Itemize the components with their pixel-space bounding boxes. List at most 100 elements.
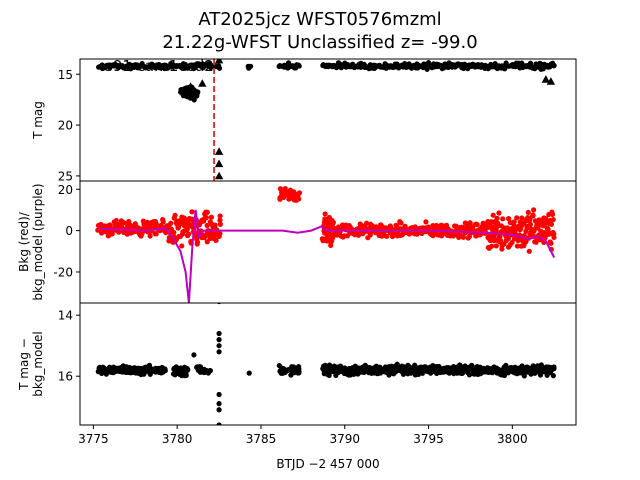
data-point: [168, 220, 174, 226]
data-point: [208, 214, 214, 220]
y-tick-label: 15: [58, 68, 73, 82]
data-point: [398, 220, 404, 226]
data-point: [216, 343, 222, 349]
data-point: [195, 89, 201, 95]
data-point: [217, 231, 223, 237]
x-tick-label: 3775: [78, 432, 109, 446]
bkg-model-line: [98, 209, 556, 303]
data-point: [483, 223, 490, 229]
data-point: [216, 330, 222, 337]
chart-title-line2: 21.22g-WFST Unclassified z= -99.0: [162, 32, 478, 53]
data-point: [526, 248, 532, 254]
data-point: [213, 237, 219, 244]
data-point: [291, 189, 297, 195]
data-point: [514, 243, 520, 249]
y-axis-label: bkg_model: [31, 331, 45, 397]
upper-limit-marker: [546, 77, 556, 85]
upper-limit-marker: [214, 147, 224, 155]
data-point: [531, 207, 537, 213]
data-point: [500, 216, 506, 222]
data-point: [530, 213, 536, 219]
data-point: [109, 231, 115, 237]
data-point: [543, 218, 549, 224]
data-point: [548, 221, 555, 227]
data-point: [207, 235, 213, 242]
data-point: [551, 62, 557, 69]
data-point: [504, 225, 510, 231]
data-point: [191, 97, 197, 103]
upper-limit-marker: [541, 75, 551, 83]
data-point: [491, 234, 497, 240]
data-point: [516, 236, 522, 242]
data-point: [217, 217, 223, 223]
data-point: [460, 234, 466, 240]
x-tick-label: 3795: [413, 432, 444, 446]
y-tick-label: 14: [58, 309, 73, 323]
y-tick-label: 25: [58, 169, 73, 183]
data-point: [367, 232, 373, 238]
data-point: [217, 221, 223, 227]
data-point: [194, 239, 201, 245]
data-point: [490, 212, 496, 218]
data-point: [512, 227, 519, 233]
data-point: [489, 243, 495, 249]
y-axis-label: T mag −: [17, 338, 31, 391]
upper-limit-marker: [186, 82, 195, 90]
data-point: [406, 231, 412, 237]
data-point: [496, 210, 502, 216]
y-tick-label: 16: [58, 370, 73, 384]
data-point: [525, 209, 531, 216]
data-point: [217, 213, 223, 219]
data-point: [506, 216, 512, 222]
data-point: [469, 362, 475, 368]
data-point: [296, 190, 303, 196]
chart-title-line1: AT2025jcz WFST0576mzml: [198, 9, 442, 30]
panel-frame: [79, 58, 577, 182]
data-point: [185, 231, 192, 237]
data-point: [467, 220, 473, 226]
data-point: [509, 239, 515, 246]
data-point: [524, 225, 530, 231]
data-point: [216, 349, 222, 355]
data-point: [384, 233, 390, 239]
y-tick-label: 20: [58, 119, 73, 133]
y-tick-label: 0: [65, 224, 73, 238]
data-point: [364, 220, 370, 226]
data-point: [493, 243, 499, 249]
x-tick-label: 3800: [497, 432, 528, 446]
upper-limit-marker: [214, 59, 224, 64]
data-point: [162, 368, 168, 374]
data-point: [369, 223, 375, 229]
upper-limit-marker: [214, 171, 224, 180]
data-point: [207, 368, 213, 374]
upper-limit-marker: [198, 79, 207, 87]
data-point: [494, 223, 500, 229]
data-point: [519, 215, 525, 221]
data-point: [216, 65, 223, 71]
data-point: [550, 216, 556, 223]
data-point: [548, 240, 554, 246]
upper-limit-marker: [214, 159, 224, 168]
data-point: [147, 233, 153, 239]
data-point: [466, 233, 473, 240]
y-axis-label: Bkg (red)/: [17, 211, 31, 272]
data-point: [551, 364, 557, 371]
data-point: [204, 222, 210, 229]
data-point: [191, 352, 197, 358]
data-point: [527, 221, 534, 228]
data-point: [171, 229, 177, 236]
data-point: [412, 224, 418, 230]
data-point: [296, 196, 302, 202]
data-point: [247, 63, 254, 69]
y-axis-label: bkg_model (purple): [31, 183, 45, 300]
data-point: [216, 391, 222, 398]
data-point: [193, 232, 199, 238]
x-tick-label: 3790: [329, 432, 360, 446]
data-point: [423, 219, 429, 225]
x-tick-label: 3785: [246, 432, 277, 446]
data-point: [549, 211, 556, 217]
data-point: [246, 370, 252, 376]
data-point: [153, 231, 159, 237]
data-point: [189, 209, 195, 215]
